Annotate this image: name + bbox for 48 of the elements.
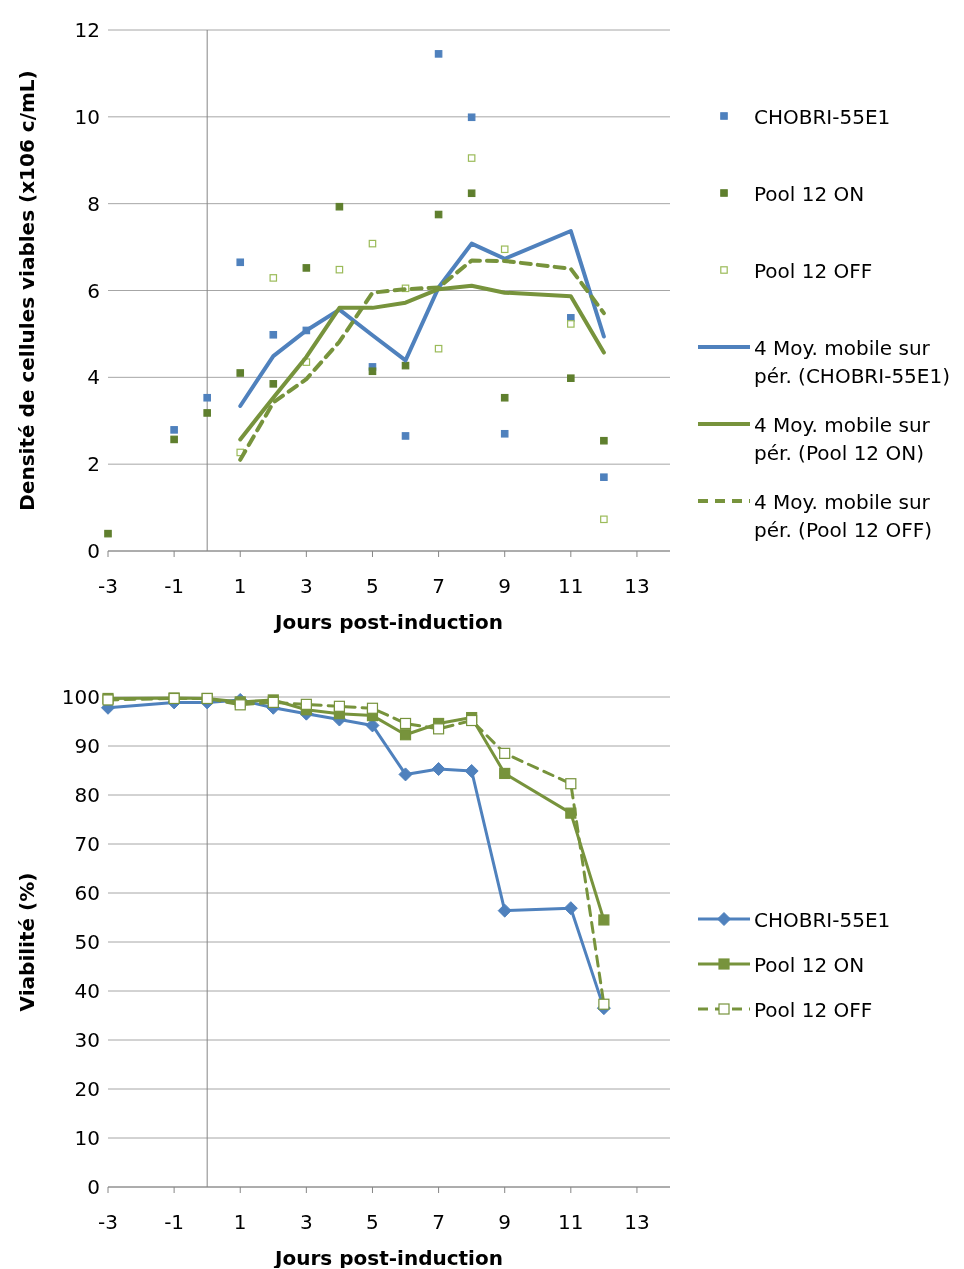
y-tick-label: 50 (74, 930, 100, 954)
y-tick-label: 2 (87, 452, 100, 477)
x-tick-label: 1 (233, 574, 247, 598)
y-tick-label: 0 (87, 539, 100, 563)
x-tick-label: -1 (164, 1210, 185, 1234)
x-tick-label: 3 (299, 1210, 313, 1234)
x-tick-label: -3 (98, 574, 118, 598)
y-tick-label: 60 (74, 881, 100, 905)
x-tick-label: 9 (498, 1210, 512, 1234)
y-tick-label: 10 (74, 104, 100, 129)
y-tick-label: 6 (87, 278, 100, 303)
legend-label: 4 Moy. mobile sur pér. (Pool 12 ON) (754, 413, 931, 465)
y-tick-label: 80 (74, 783, 100, 807)
y-tick-label: 0 (87, 1175, 100, 1199)
legend-label: Pool 12 OFF (754, 259, 873, 283)
legend-label: 4 Moy. mobile sur pér. (CHOBRI-55E1) (754, 336, 950, 388)
x-tick-label: 13 (624, 574, 650, 598)
x-tick-label: -3 (98, 1210, 118, 1234)
x-tick-label: 7 (432, 1210, 445, 1234)
x-tick-label: 11 (558, 574, 584, 598)
x-tick-label: 3 (299, 574, 313, 598)
x-tick-label: 7 (432, 574, 445, 598)
legend-label: CHOBRI-55E1 (754, 908, 891, 932)
y-tick-label: 4 (87, 365, 100, 390)
x-tick-label: 1 (233, 1210, 247, 1234)
x-tick-label: -1 (164, 574, 185, 598)
x-tick-label: 13 (624, 1210, 650, 1234)
y-tick-label: 12 (74, 18, 100, 42)
legend-label: 4 Moy. mobile sur pér. (Pool 12 OFF) (754, 490, 932, 542)
y-axis-title: Densité de cellules viables (x106 c/mL) (15, 70, 39, 511)
y-tick-label: 100 (61, 685, 100, 709)
y-tick-label: 20 (74, 1077, 100, 1101)
legend-label: CHOBRI-55E1 (754, 105, 891, 129)
x-tick-label: 9 (498, 574, 512, 598)
y-tick-label: 30 (74, 1028, 100, 1052)
x-tick-label: 11 (558, 1210, 584, 1234)
y-tick-label: 10 (74, 1126, 100, 1150)
x-tick-label: 5 (366, 574, 379, 598)
x-tick-label: 5 (366, 1210, 379, 1234)
y-tick-label: 90 (74, 734, 100, 758)
x-axis-title: Jours post-induction (273, 610, 503, 634)
legend-label: Pool 12 OFF (754, 998, 873, 1022)
y-tick-label: 70 (74, 832, 100, 856)
y-axis-title: Viabilité (%) (15, 872, 39, 1012)
legend-label: Pool 12 ON (754, 182, 865, 206)
y-tick-label: 8 (87, 191, 100, 216)
y-tick-label: 40 (74, 979, 100, 1003)
legend-label: Pool 12 ON (754, 953, 865, 977)
